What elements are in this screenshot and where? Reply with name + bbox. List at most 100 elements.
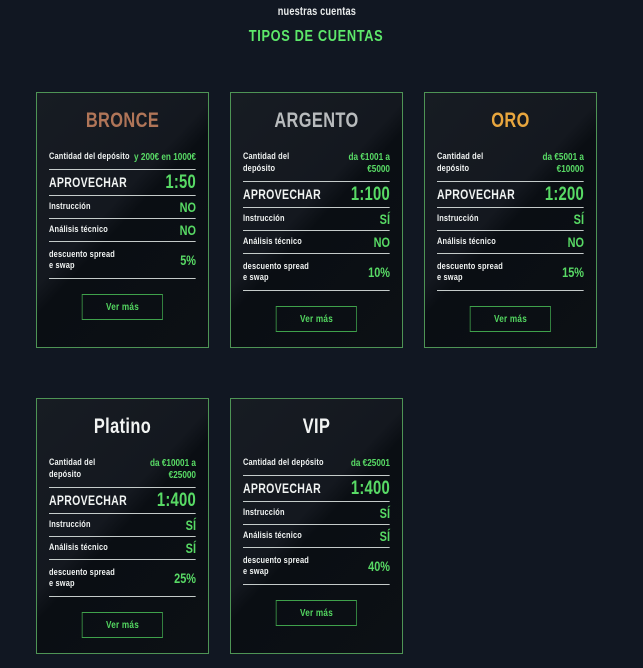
card-content: VIP Cantidad del depósito da €25001 APRO…: [243, 414, 390, 626]
card-title: ORO: [491, 109, 530, 132]
page-title-text: TIPOS DE CUENTAS: [249, 28, 384, 45]
discount-value: 5%: [180, 252, 196, 268]
instruction-label: Instrucción: [243, 213, 285, 224]
leverage-value: 1:400: [350, 478, 390, 499]
discount-row: descuento spread e swap 5%: [49, 242, 196, 279]
instruction-row: Instrucción SÍ: [243, 502, 390, 525]
ver-mas-button[interactable]: Ver más: [275, 600, 358, 626]
instruction-value: SÍ: [573, 211, 584, 227]
account-card-argento: ARGENTO Cantidad del depósito da €1001 a…: [230, 92, 403, 348]
discount-label: descuento spread e swap: [437, 261, 503, 283]
discount-row: descuento spread e swap 10%: [243, 254, 390, 291]
account-card-oro: ORO Cantidad del depósito da €5001 a €10…: [424, 92, 597, 348]
account-card-platino: Platino Cantidad del depósito da €10001 …: [36, 398, 209, 654]
discount-row: descuento spread e swap 40%: [243, 548, 390, 585]
discount-value: 40%: [368, 558, 390, 574]
cards-row-top: BRONCE Cantidad del depósito y 200€ en 1…: [36, 92, 643, 348]
discount-row: descuento spread e swap 15%: [437, 254, 584, 291]
page-subtitle-text: nuestras cuentas: [277, 6, 356, 18]
discount-label: descuento spread e swap: [243, 261, 309, 283]
deposit-row: Cantidad del depósito da €10001 a €25000: [49, 451, 196, 488]
analysis-label: Análisis técnico: [49, 224, 108, 235]
accounts-section: nuestras cuentas TIPOS DE CUENTAS BRONCE…: [36, 6, 643, 654]
deposit-label: Cantidad del depósito: [243, 457, 324, 468]
leverage-label: APROVECHAR: [49, 175, 128, 190]
ver-mas-button[interactable]: Ver más: [81, 294, 164, 320]
card-rows: Cantidad del depósito y 200€ en 1000€ AP…: [49, 145, 196, 279]
analysis-row: Análisis técnico NO: [49, 219, 196, 242]
card-rows: Cantidad del depósito da €1001 a €5000 A…: [243, 145, 390, 291]
deposit-row: Cantidad del depósito da €5001 a €10000: [437, 145, 584, 182]
discount-value: 10%: [368, 264, 390, 280]
instruction-row: Instrucción NO: [49, 196, 196, 219]
discount-label: descuento spread e swap: [49, 249, 115, 271]
discount-row: descuento spread e swap 25%: [49, 560, 196, 597]
instruction-label: Instrucción: [49, 201, 91, 212]
analysis-value: NO: [179, 222, 196, 238]
page-title: TIPOS DE CUENTAS: [36, 28, 597, 46]
instruction-row: Instrucción SÍ: [243, 208, 390, 231]
deposit-row: Cantidad del depósito da €1001 a €5000: [243, 145, 390, 182]
card-content: BRONCE Cantidad del depósito y 200€ en 1…: [49, 108, 196, 320]
deposit-label: Cantidad del depósito: [243, 151, 290, 174]
leverage-row: APROVECHAR 1:200: [437, 182, 584, 208]
account-card-bronce: BRONCE Cantidad del depósito y 200€ en 1…: [36, 92, 209, 348]
analysis-row: Análisis técnico SÍ: [49, 537, 196, 560]
card-content: Platino Cantidad del depósito da €10001 …: [49, 414, 196, 638]
analysis-value: NO: [567, 234, 584, 250]
cards-row-bottom: Platino Cantidad del depósito da €10001 …: [36, 398, 643, 654]
leverage-value: 1:400: [156, 490, 196, 511]
analysis-label: Análisis técnico: [437, 236, 496, 247]
instruction-row: Instrucción SÍ: [49, 514, 196, 537]
section-header: nuestras cuentas TIPOS DE CUENTAS: [36, 6, 597, 46]
instruction-label: Instrucción: [49, 519, 91, 530]
instruction-row: Instrucción SÍ: [437, 208, 584, 231]
deposit-value: da €5001 a €10000: [542, 151, 584, 175]
ver-mas-button[interactable]: Ver más: [469, 306, 552, 332]
analysis-label: Análisis técnico: [243, 530, 302, 541]
leverage-label: APROVECHAR: [243, 187, 322, 202]
card-rows: Cantidad del depósito da €10001 a €25000…: [49, 451, 196, 597]
deposit-value: da €10001 a €25000: [149, 457, 196, 481]
card-title: ARGENTO: [274, 109, 359, 132]
instruction-value: SÍ: [379, 211, 390, 227]
leverage-row: APROVECHAR 1:50: [49, 170, 196, 196]
card-title: BRONCE: [85, 109, 160, 132]
leverage-label: APROVECHAR: [437, 187, 516, 202]
discount-value: 15%: [562, 264, 584, 280]
discount-label: descuento spread e swap: [49, 567, 115, 589]
deposit-value: y 200€ en 1000€: [134, 151, 196, 163]
leverage-value: 1:50: [165, 172, 196, 193]
card-rows: Cantidad del depósito da €25001 APROVECH…: [243, 451, 390, 585]
instruction-value: SÍ: [185, 517, 196, 533]
deposit-value: da €1001 a €5000: [348, 151, 390, 175]
deposit-row: Cantidad del depósito da €25001: [243, 451, 390, 476]
page-subtitle: nuestras cuentas: [36, 6, 597, 18]
deposit-value: da €25001: [350, 457, 390, 469]
discount-value: 25%: [174, 570, 196, 586]
analysis-value: SÍ: [379, 528, 390, 544]
analysis-label: Análisis técnico: [49, 542, 108, 553]
deposit-label: Cantidad del depósito: [437, 151, 484, 174]
instruction-value: NO: [179, 199, 196, 215]
ver-mas-button[interactable]: Ver más: [275, 306, 358, 332]
discount-label: descuento spread e swap: [243, 555, 309, 577]
card-content: ORO Cantidad del depósito da €5001 a €10…: [437, 108, 584, 332]
analysis-value: SÍ: [185, 540, 196, 556]
analysis-row: Análisis técnico NO: [437, 231, 584, 254]
leverage-value: 1:200: [544, 184, 584, 205]
account-card-vip: VIP Cantidad del depósito da €25001 APRO…: [230, 398, 403, 654]
leverage-row: APROVECHAR 1:400: [49, 488, 196, 514]
card-title: VIP: [302, 415, 331, 438]
leverage-row: APROVECHAR 1:100: [243, 182, 390, 208]
card-title: Platino: [93, 415, 152, 438]
instruction-label: Instrucción: [243, 507, 285, 518]
ver-mas-button[interactable]: Ver más: [81, 612, 164, 638]
leverage-value: 1:100: [350, 184, 390, 205]
instruction-value: SÍ: [379, 505, 390, 521]
analysis-row: Análisis técnico SÍ: [243, 525, 390, 548]
instruction-label: Instrucción: [437, 213, 479, 224]
leverage-row: APROVECHAR 1:400: [243, 476, 390, 502]
leverage-label: APROVECHAR: [243, 481, 322, 496]
deposit-label: Cantidad del depósito: [49, 151, 130, 162]
